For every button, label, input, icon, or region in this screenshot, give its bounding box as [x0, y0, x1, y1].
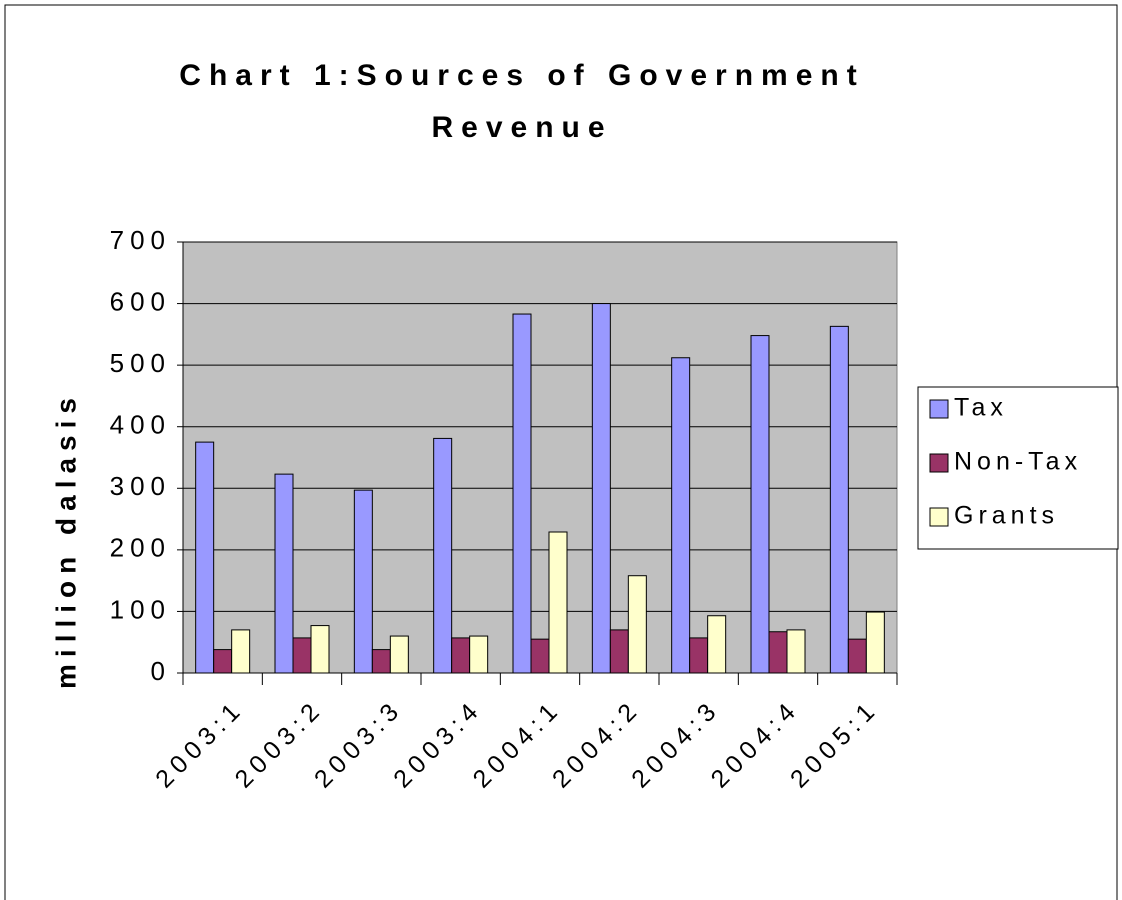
bar [371, 649, 391, 674]
y-tick-label: 400 [110, 410, 171, 440]
bar [469, 635, 489, 674]
chart-title: Chart 1:Sources of Government Revenue [179, 59, 865, 144]
bar [213, 649, 233, 674]
bar [512, 313, 532, 674]
y-tick-label: 700 [110, 225, 171, 255]
bar [750, 335, 770, 674]
plot-area [182, 241, 898, 674]
bar [707, 615, 727, 674]
bar [195, 441, 215, 674]
y-tick-label: 300 [110, 471, 171, 501]
bar [274, 473, 294, 674]
bar [530, 638, 550, 674]
bar [389, 635, 409, 674]
legend-label: Grants [954, 502, 1059, 530]
y-tick-label: 500 [110, 348, 171, 378]
y-tick-label: 200 [110, 533, 171, 563]
bar [548, 531, 568, 674]
bar [768, 631, 788, 674]
bar [609, 629, 629, 674]
bar [310, 625, 330, 674]
legend-label: Tax [954, 394, 1008, 422]
bar [292, 637, 312, 674]
y-tick-label: 100 [110, 594, 171, 624]
legend-swatch [929, 507, 949, 527]
y-axis-label: million dalasis [50, 391, 81, 689]
y-tick-label: 600 [110, 286, 171, 316]
legend-box [917, 386, 1119, 550]
bar [627, 575, 647, 674]
bar [433, 437, 453, 674]
y-tick-label: 0 [151, 656, 171, 686]
bar [829, 325, 849, 674]
legend-swatch [929, 399, 949, 419]
bar [451, 637, 471, 674]
bar [847, 638, 867, 674]
bar [353, 489, 373, 674]
bar [786, 629, 806, 674]
bar [689, 637, 709, 674]
legend-swatch [929, 453, 949, 473]
bar [591, 303, 611, 674]
bar [231, 629, 251, 674]
bar [671, 357, 691, 674]
legend-label: Non-Tax [954, 448, 1082, 476]
bar [865, 611, 885, 674]
